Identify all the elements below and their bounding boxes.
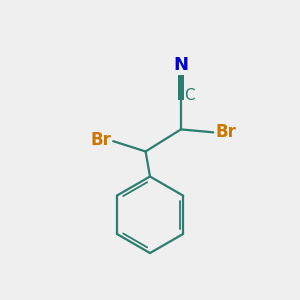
Text: Br: Br [215,123,236,141]
Text: N: N [173,56,188,74]
Text: Br: Br [90,131,111,149]
Text: C: C [184,88,194,103]
